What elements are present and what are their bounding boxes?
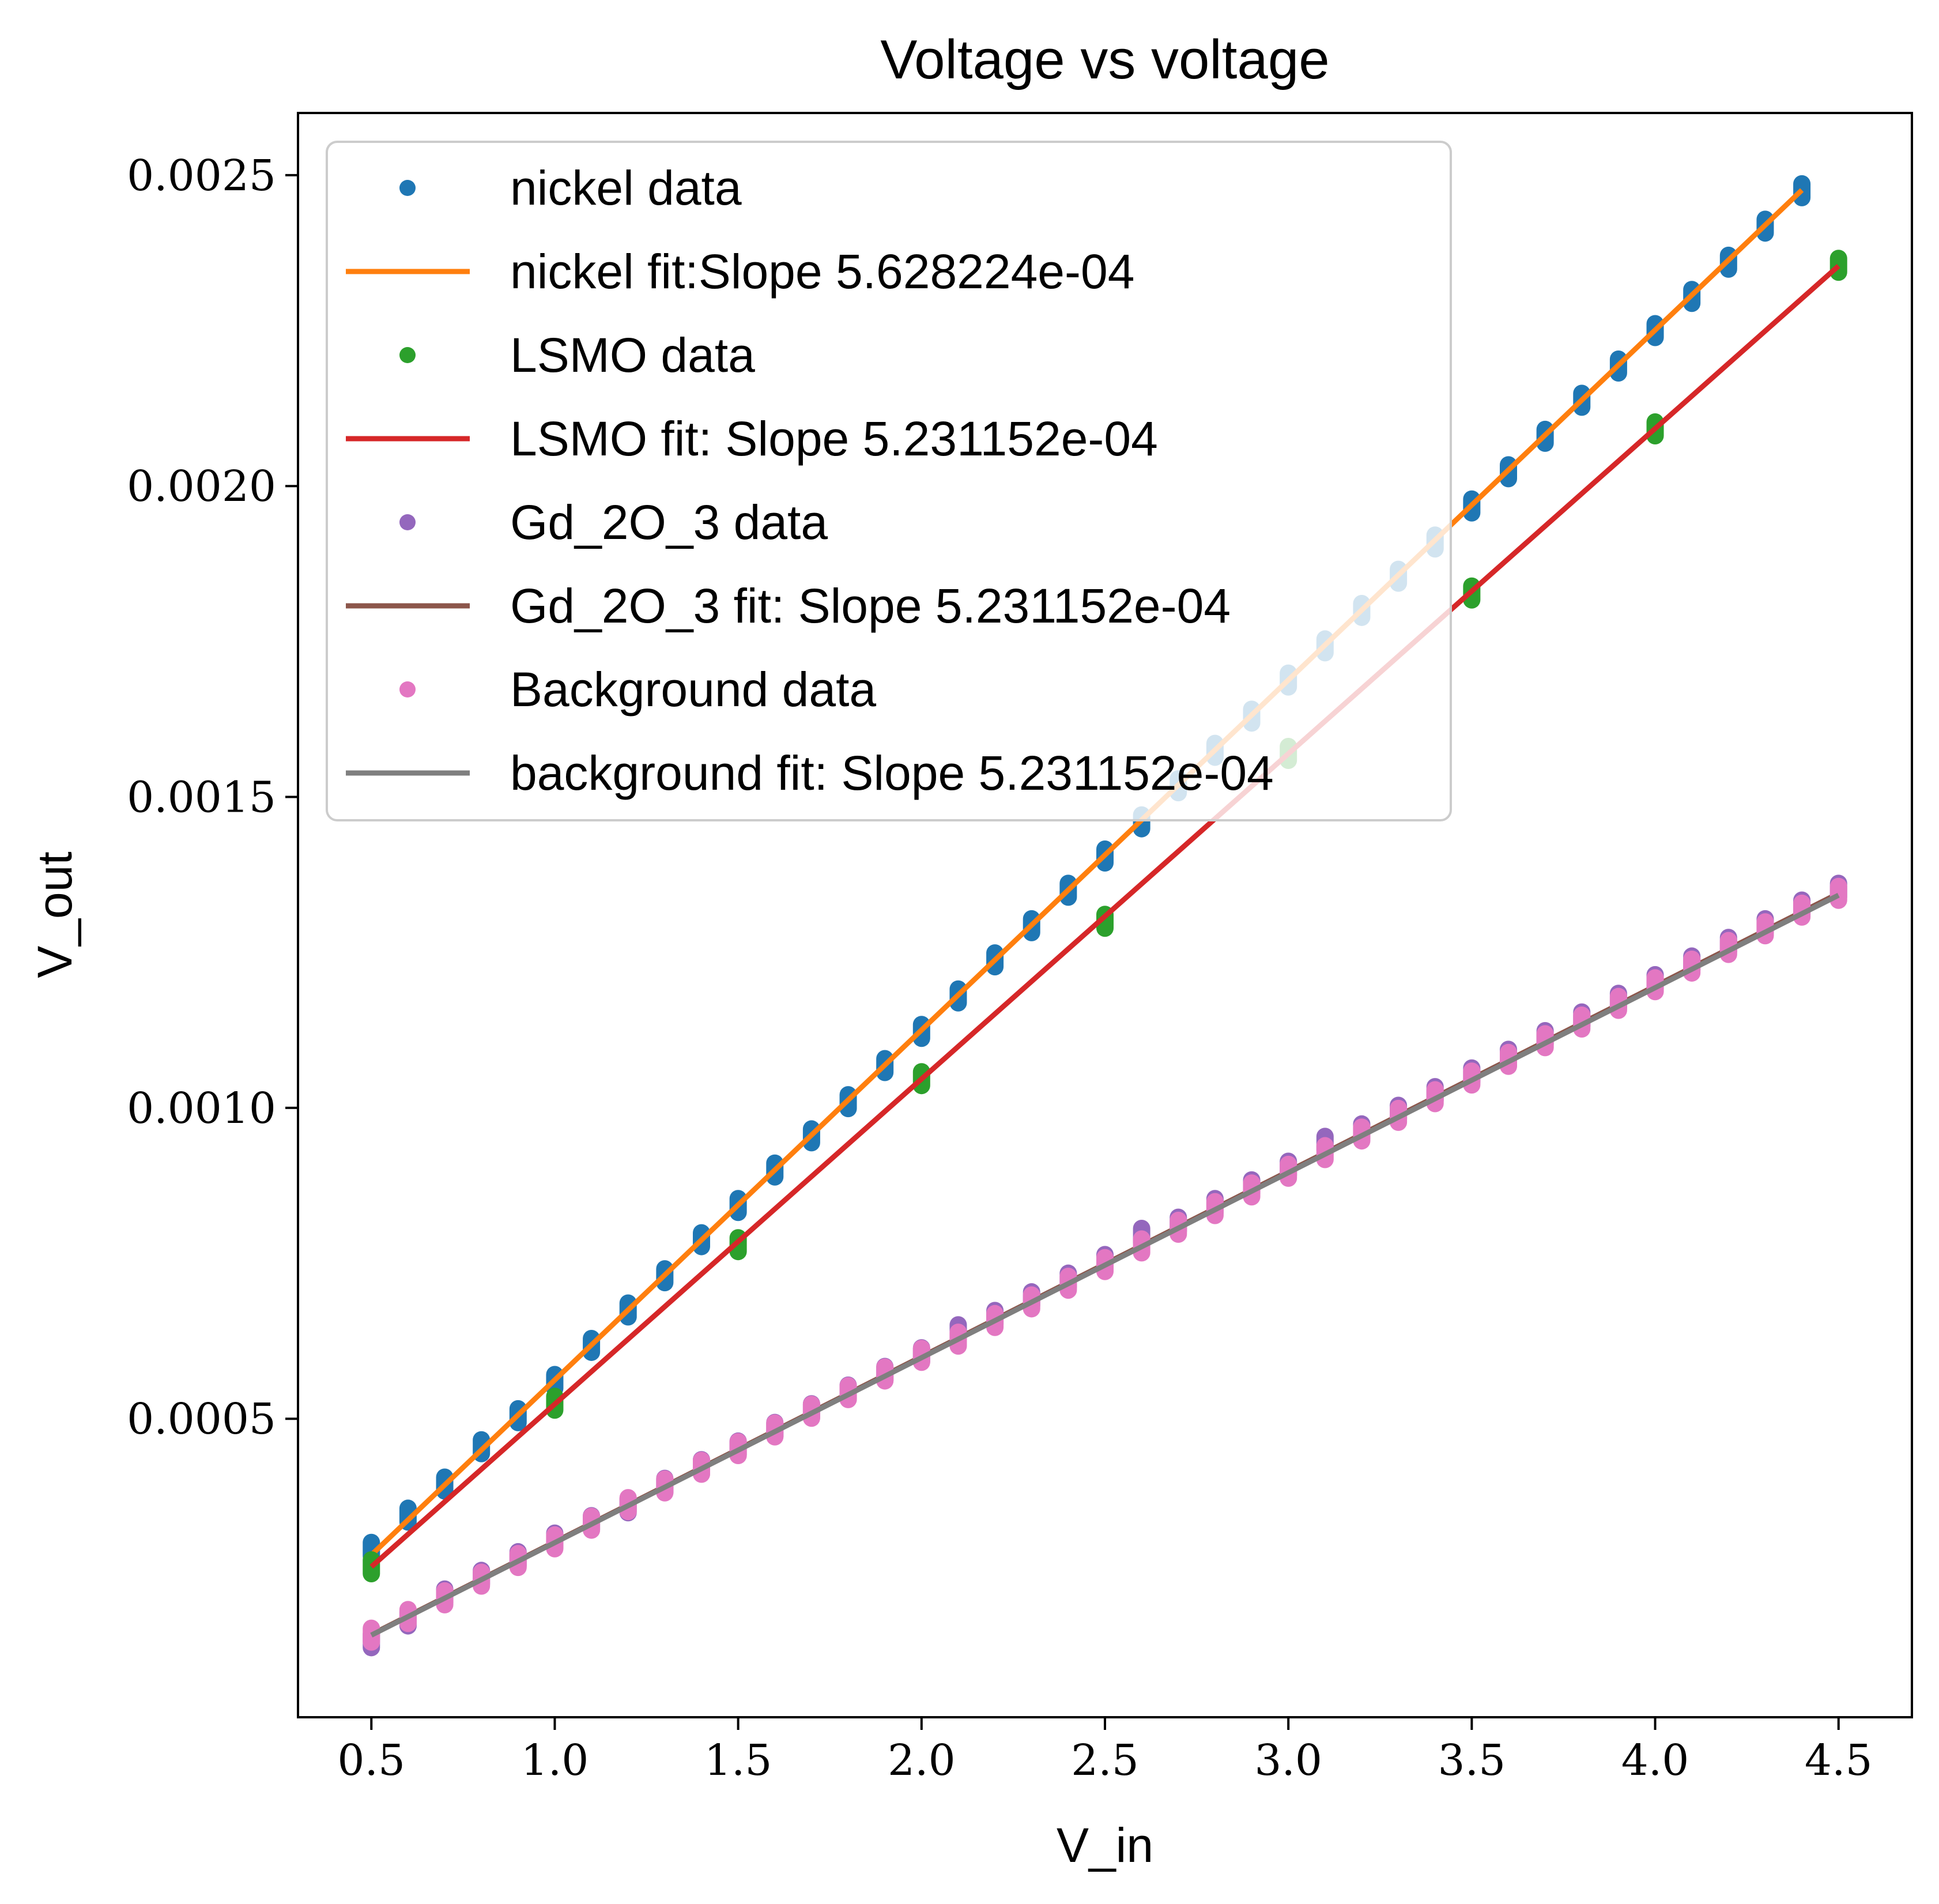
x-tick-label: 3.0 (1254, 1736, 1322, 1785)
fit-line (369, 263, 1840, 1569)
y-tick-label: 0.0025 (127, 151, 276, 201)
y-tick-label: 0.0005 (127, 1394, 276, 1444)
legend-label: LSMO fit: Slope 5.231152e-04 (510, 412, 1158, 466)
x-tick-label: 3.5 (1438, 1736, 1506, 1785)
legend-item: LSMO data (399, 328, 755, 382)
x-tick-label: 1.5 (704, 1736, 772, 1785)
x-tick-label: 4.0 (1621, 1736, 1689, 1785)
y-axis-label: V_out (28, 851, 82, 978)
legend-item: Gd_2O_3 fit: Slope 5.231152e-04 (346, 579, 1231, 633)
legend-label: Background data (510, 662, 876, 717)
x-tick-label: 4.5 (1805, 1736, 1873, 1785)
legend-item: nickel data (399, 161, 742, 215)
y-tick-label: 0.0015 (127, 773, 276, 823)
x-tick-label: 2.5 (1071, 1736, 1139, 1785)
series-background-fit-slope-5-231152e-04 (370, 892, 1840, 1638)
legend: nickel data nickel fit:Slope 5.628224e-04… (326, 141, 1452, 821)
legend-item: Background data (399, 662, 876, 717)
legend-frame (326, 141, 1452, 821)
y-axis: 0.0005 0.0010 0.0015 0.0020 0.0025 (127, 151, 298, 1444)
legend-marker (399, 681, 416, 697)
legend-item: nickel fit:Slope 5.628224e-04 (346, 244, 1134, 299)
x-tick-label: 0.5 (337, 1736, 405, 1785)
chart-title: Voltage vs voltage (880, 29, 1329, 91)
legend-label: nickel fit:Slope 5.628224e-04 (510, 244, 1134, 299)
series-lsmo-fit-slope-5-231152e-04 (369, 263, 1840, 1569)
x-tick-label: 1.0 (521, 1736, 589, 1785)
series-layer (363, 175, 1847, 1657)
legend-marker (399, 347, 416, 363)
x-axis-label: V_in (1057, 1818, 1153, 1872)
y-tick-label: 0.0010 (127, 1084, 276, 1133)
legend-label: background fit: Slope 5.231152e-04 (510, 746, 1274, 800)
legend-label: Gd_2O_3 data (510, 495, 828, 549)
fit-line (370, 892, 1840, 1638)
y-tick-label: 0.0020 (127, 462, 276, 511)
legend-item: LSMO fit: Slope 5.231152e-04 (346, 412, 1158, 466)
legend-label: LSMO data (510, 328, 755, 382)
legend-items: nickel data nickel fit:Slope 5.628224e-04… (346, 161, 1274, 800)
x-tick-label: 2.0 (888, 1736, 956, 1785)
legend-marker (399, 180, 416, 196)
series-nickel-fit-slope-5-628224e-04 (369, 188, 1804, 1557)
legend-item: background fit: Slope 5.231152e-04 (346, 746, 1274, 800)
legend-item: Gd_2O_3 data (399, 495, 828, 549)
legend-label: nickel data (510, 161, 742, 215)
x-axis: 0.5 1.0 1.5 2.0 2.5 3.0 3.5 4.0 4.5 (337, 1717, 1873, 1785)
legend-marker (399, 514, 416, 530)
fit-line (369, 188, 1804, 1557)
legend-label: Gd_2O_3 fit: Slope 5.231152e-04 (510, 579, 1231, 633)
